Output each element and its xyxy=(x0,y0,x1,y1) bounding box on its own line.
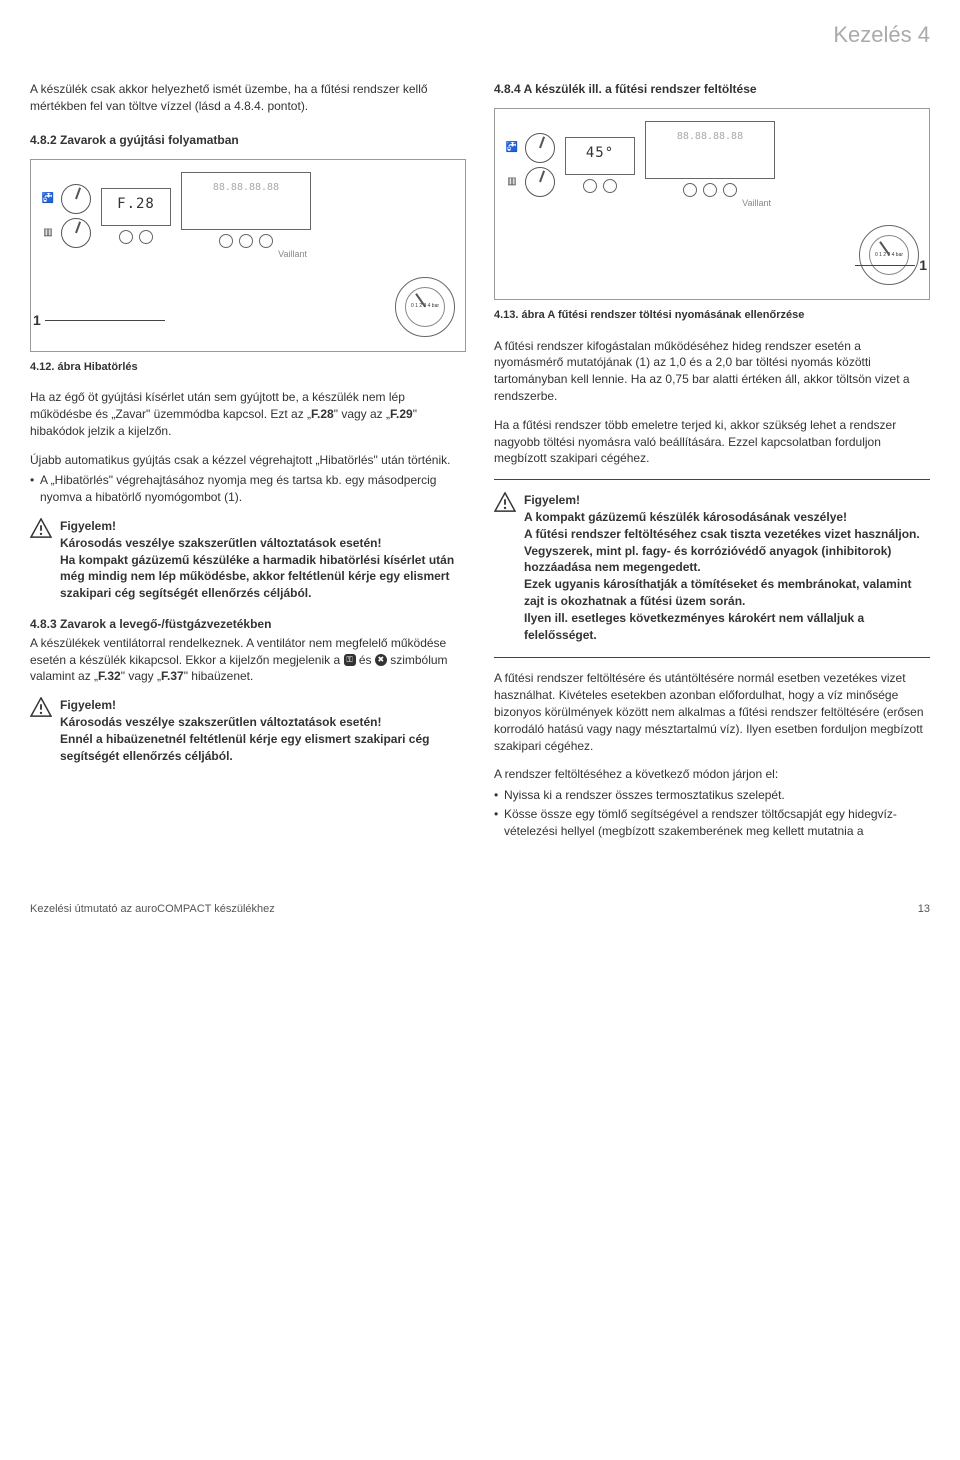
right-p4: A rendszer feltöltéséhez a következő mód… xyxy=(494,766,930,783)
panel-figure-412: 🚰 ▥ F.28 88.88.88.88 Vaillant xyxy=(30,159,466,352)
prog-button xyxy=(703,183,717,197)
fig-412-caption: 4.12. ábra Hibatörlés xyxy=(30,360,466,375)
reset-button xyxy=(603,179,617,193)
list-item: A „Hibatörlés" végrehajtásához nyomja me… xyxy=(30,472,466,506)
heating-dial xyxy=(525,167,555,197)
footer-left: Kezelési útmutató az auroCOMPACT készülé… xyxy=(30,902,275,917)
lcd-display: F.28 xyxy=(101,188,171,226)
warning-icon xyxy=(30,697,52,717)
callout-1: 1 xyxy=(919,256,927,276)
info-button xyxy=(119,230,133,244)
footer-page-number: 13 xyxy=(918,902,930,917)
panel-figure-413: 🚰 ▥ 45° 88.88.88.88 Vaillant xyxy=(494,108,930,301)
prog-button xyxy=(239,234,253,248)
plus-button xyxy=(723,183,737,197)
warn3-title: Figyelem! xyxy=(524,493,580,507)
right-p2: Ha a fűtési rendszer több emeletre terje… xyxy=(494,417,930,467)
separator xyxy=(494,479,930,480)
warn1-title: Figyelem! xyxy=(60,519,116,533)
warn2-text: Figyelem! Károsodás veszélye szakszerűtl… xyxy=(60,697,466,764)
warn3-text: Figyelem! A kompakt gázüzemű készülék ká… xyxy=(524,492,930,643)
callout-1: 1 xyxy=(33,311,41,331)
warning-icon xyxy=(494,492,516,512)
warning-icon xyxy=(30,518,52,538)
warn1-body: Károsodás veszélye szakszerűtlen változt… xyxy=(60,536,454,600)
code-f32: F.32 xyxy=(98,669,121,683)
sect-4-8-4-head: 4.8.4 A készülék ill. a fűtési rendszer … xyxy=(494,81,930,98)
heating-dial xyxy=(61,218,91,248)
gauge-dial: 0 1 2 3 4 bar xyxy=(405,287,445,327)
warn2-title: Figyelem! xyxy=(60,698,116,712)
minus-button xyxy=(219,234,233,248)
sect-4-8-2-head: 4.8.2 Zavarok a gyújtási folyamatban xyxy=(30,132,466,149)
left-p1: Ha az égő öt gyújtási kísérlet után sem … xyxy=(30,389,466,439)
code-f29: F.29 xyxy=(390,407,413,421)
warn1-text: Figyelem! Károsodás veszélye szakszerűtl… xyxy=(60,518,466,602)
lcd-big: 88.88.88.88 xyxy=(645,121,775,179)
left-p3d: " vagy „ xyxy=(121,669,161,683)
sect-4-8-3-head: 4.8.3 Zavarok a levegő-/füstgázvezetékbe… xyxy=(30,616,466,633)
list-item: Nyissa ki a rendszer összes termosztatik… xyxy=(494,787,930,804)
lcd-big: 88.88.88.88 xyxy=(181,172,311,230)
brand-label: Vaillant xyxy=(181,248,311,261)
warning-block-2: Figyelem! Károsodás veszélye szakszerűtl… xyxy=(30,697,466,764)
brand-label: Vaillant xyxy=(645,197,775,210)
radiator-icon: ▥ xyxy=(505,175,519,189)
radiator-icon: ▥ xyxy=(41,226,55,240)
page-footer: Kezelési útmutató az auroCOMPACT készülé… xyxy=(30,902,930,917)
gauge-scale: 0 1 2 3 4 bar xyxy=(411,303,439,310)
dial-stack-left: 🚰 ▥ xyxy=(41,184,91,248)
flame-crossed-icon: ✖ xyxy=(375,654,387,666)
code-f37: F.37 xyxy=(161,669,184,683)
warning-block-3: Figyelem! A kompakt gázüzemű készülék ká… xyxy=(494,492,930,643)
info-button xyxy=(583,179,597,193)
dial-stack-right: 🚰 ▥ xyxy=(505,133,555,197)
minus-button xyxy=(683,183,697,197)
left-bullets1: A „Hibatörlés" végrehajtásához nyomja me… xyxy=(30,472,466,506)
tap-icon: 🚰 xyxy=(41,192,55,206)
left-p3b: és xyxy=(359,653,375,667)
chapter-header: Kezelés 4 xyxy=(30,20,930,51)
lcd-display: 45° xyxy=(565,137,635,175)
separator xyxy=(494,657,930,658)
warning-block-1: Figyelem! Károsodás veszélye szakszerűtl… xyxy=(30,518,466,602)
hot-water-dial xyxy=(525,133,555,163)
warn2-body: Károsodás veszélye szakszerűtlen változt… xyxy=(60,715,429,763)
reset-button xyxy=(139,230,153,244)
left-p1b: " vagy az „ xyxy=(334,407,390,421)
left-p3e: " hibaüzenet. xyxy=(184,669,254,683)
fig-413-caption: 4.13. ábra A fűtési rendszer töltési nyo… xyxy=(494,308,930,323)
right-p1: A fűtési rendszer kifogástalan működéséh… xyxy=(494,338,930,405)
tap-icon: 🚰 xyxy=(505,141,519,155)
hot-water-dial xyxy=(61,184,91,214)
cross-key-icon: ⚿ xyxy=(344,654,356,666)
left-p3: A készülékek ventilátorral rendelkeznek.… xyxy=(30,635,466,685)
left-p2: Újabb automatikus gyújtás csak a kézzel … xyxy=(30,452,466,469)
code-f28: F.28 xyxy=(311,407,334,421)
right-p3: A fűtési rendszer feltöltésére és utántö… xyxy=(494,670,930,754)
right-bullets2: Nyissa ki a rendszer összes termosztatik… xyxy=(494,787,930,839)
list-item: Kösse össze egy tömlő segítségével a ren… xyxy=(494,806,930,840)
left-intro: A készülék csak akkor helyezhető ismét ü… xyxy=(30,81,466,115)
warn3-body: A kompakt gázüzemű készülék károsodásána… xyxy=(524,510,920,642)
pressure-gauge: 0 1 2 3 4 bar xyxy=(395,277,455,337)
plus-button xyxy=(259,234,273,248)
